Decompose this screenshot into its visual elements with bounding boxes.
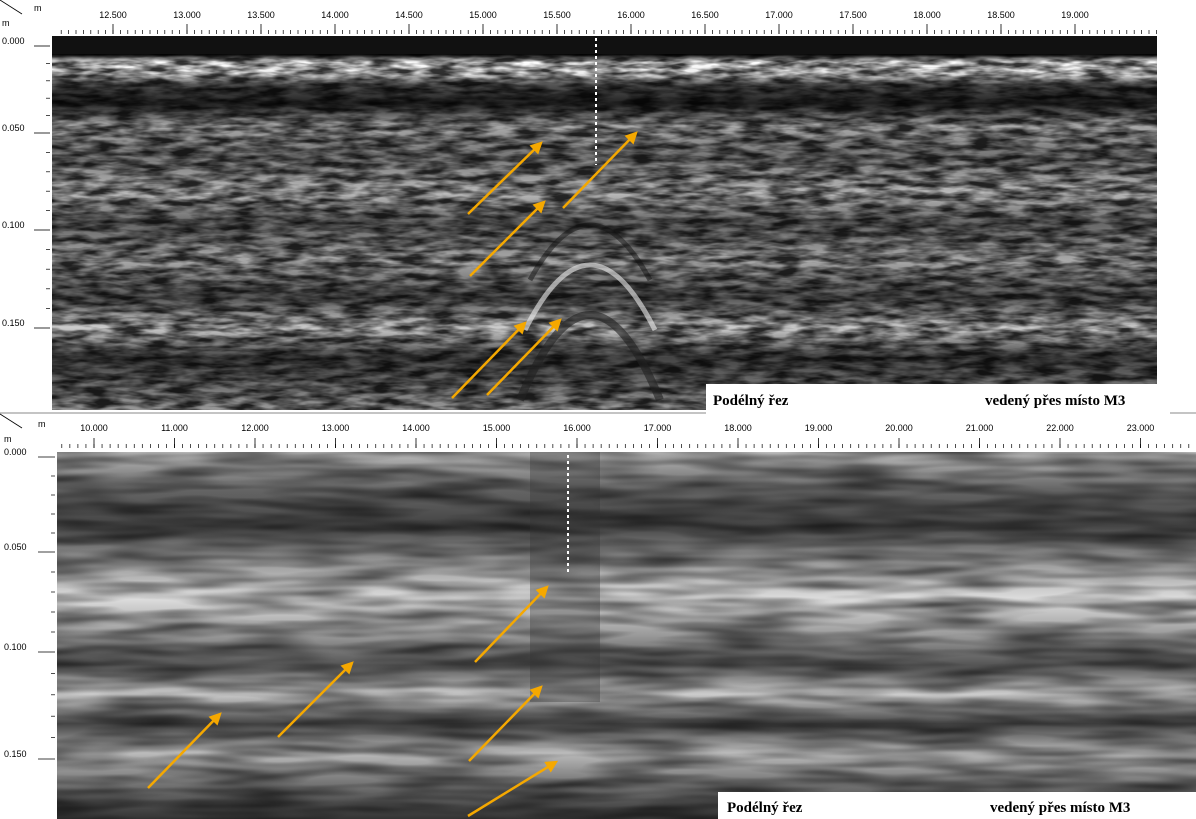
x-tick-label: 15.000	[483, 423, 511, 433]
y-tick-label: 0.050	[4, 542, 27, 552]
x-tick-label: 15.500	[543, 10, 571, 20]
corner-x-unit: m	[34, 3, 42, 13]
y-tick-label: 0.150	[4, 749, 27, 759]
top-right-margin	[1157, 36, 1196, 412]
x-tick-label: 14.000	[402, 423, 430, 433]
y-tick-label: 0.100	[2, 220, 25, 230]
x-tick-label: 13.000	[322, 423, 350, 433]
top-y-ruler	[0, 0, 52, 412]
caption-left: Podélný řez	[727, 800, 803, 816]
y-tick-label: 0.000	[2, 36, 25, 46]
bottom-radargram	[57, 452, 1196, 819]
corner-y-unit: m	[2, 18, 10, 28]
x-tick-label: 22.000	[1046, 423, 1074, 433]
x-tick-label: 13.000	[173, 10, 201, 20]
y-tick-label: 0.050	[2, 123, 25, 133]
x-tick-label: 23.000	[1127, 423, 1155, 433]
x-tick-label: 18.000	[724, 423, 752, 433]
corner-y-unit: m	[4, 434, 12, 444]
x-tick-label: 14.000	[321, 10, 349, 20]
x-tick-label: 16.500	[691, 10, 719, 20]
top-radargram	[52, 36, 1157, 410]
radargram-screenshot: m m m m Podélný řez vedený přes místo M3…	[0, 0, 1196, 819]
x-tick-label: 13.500	[247, 10, 275, 20]
x-tick-label: 17.000	[765, 10, 793, 20]
x-tick-label: 16.000	[563, 423, 591, 433]
x-tick-label: 18.500	[987, 10, 1015, 20]
x-tick-label: 12.500	[99, 10, 127, 20]
x-tick-label: 17.500	[839, 10, 867, 20]
x-tick-label: 16.000	[617, 10, 645, 20]
x-tick-label: 19.000	[1061, 10, 1089, 20]
y-tick-label: 0.000	[4, 447, 27, 457]
y-tick-label: 0.150	[2, 318, 25, 328]
x-tick-label: 10.000	[80, 423, 108, 433]
x-tick-label: 21.000	[966, 423, 994, 433]
caption-right: vedený přes místo M3	[990, 800, 1130, 816]
x-tick-label: 14.500	[395, 10, 423, 20]
bottom-y-ruler	[0, 452, 57, 819]
y-tick-label: 0.100	[4, 642, 27, 652]
x-tick-label: 15.000	[469, 10, 497, 20]
caption-right: vedený přes místo M3	[985, 393, 1125, 409]
corner-x-unit: m	[38, 419, 46, 429]
x-tick-label: 17.000	[644, 423, 672, 433]
x-tick-label: 11.000	[161, 423, 188, 433]
caption-left: Podélný řez	[713, 393, 789, 409]
x-tick-label: 19.000	[805, 423, 833, 433]
x-tick-label: 20.000	[885, 423, 913, 433]
x-tick-label: 12.000	[241, 423, 269, 433]
x-tick-label: 18.000	[913, 10, 941, 20]
